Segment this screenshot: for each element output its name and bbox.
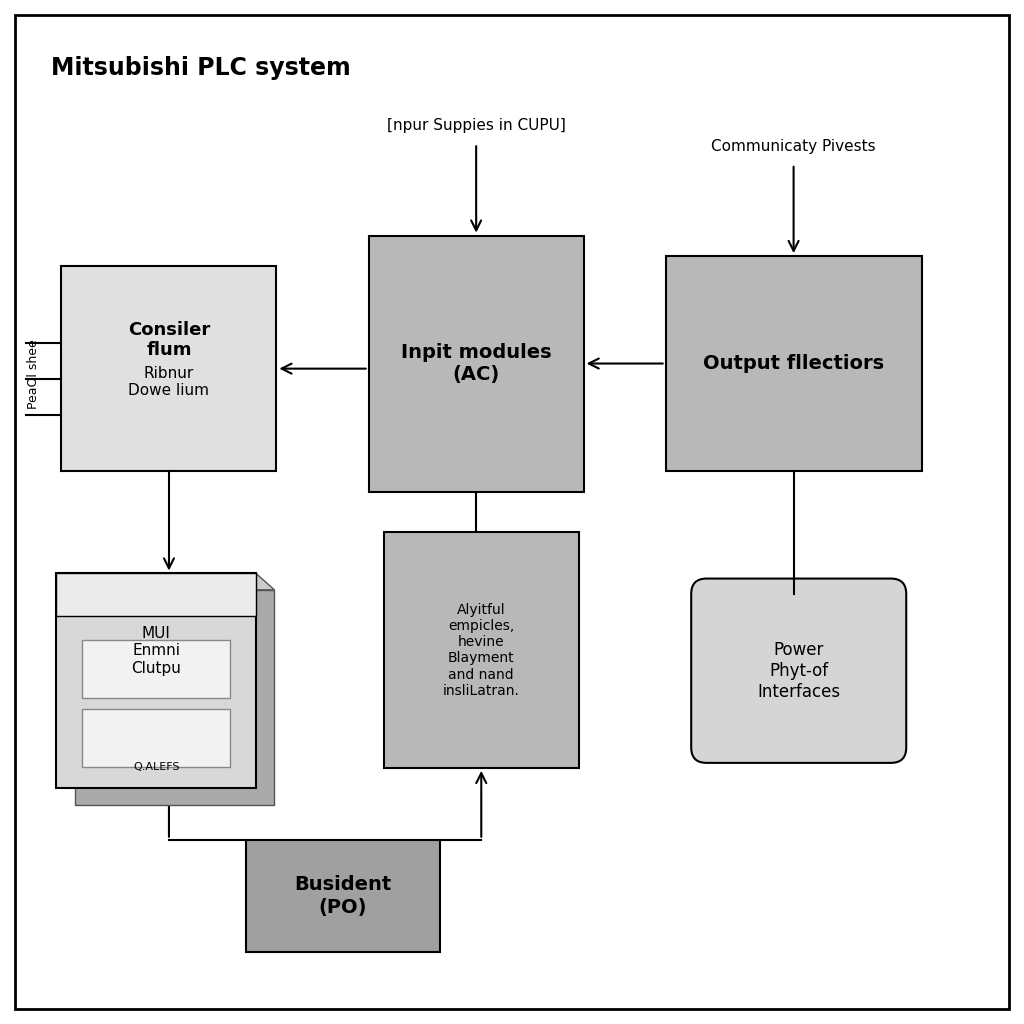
- Text: Inpit modules
(AC): Inpit modules (AC): [400, 343, 552, 384]
- FancyBboxPatch shape: [691, 579, 906, 763]
- FancyBboxPatch shape: [82, 709, 230, 767]
- Text: Consiler
flum: Consiler flum: [128, 321, 210, 359]
- Text: Mitsubishi PLC system: Mitsubishi PLC system: [51, 56, 351, 80]
- Text: [npur Suppies in CUPU]: [npur Suppies in CUPU]: [387, 118, 565, 133]
- Text: Alyitful
empicles,
hevine
Blayment
and nand
insliLatran.: Alyitful empicles, hevine Blayment and n…: [442, 603, 520, 697]
- Text: PeaOl shee: PeaOl shee: [28, 339, 40, 409]
- FancyBboxPatch shape: [369, 236, 584, 492]
- FancyBboxPatch shape: [82, 640, 230, 698]
- Text: MUI
Enmni
Clutpu: MUI Enmni Clutpu: [131, 626, 181, 676]
- FancyBboxPatch shape: [384, 532, 579, 768]
- FancyBboxPatch shape: [246, 840, 440, 952]
- FancyBboxPatch shape: [61, 266, 276, 471]
- Text: Q.ALEFS: Q.ALEFS: [133, 762, 179, 772]
- Text: Ribnur
Dowe lium: Ribnur Dowe lium: [128, 366, 210, 398]
- Polygon shape: [75, 590, 274, 805]
- FancyBboxPatch shape: [15, 15, 1009, 1009]
- FancyBboxPatch shape: [666, 256, 922, 471]
- Text: Busident
(PO): Busident (PO): [295, 876, 391, 916]
- Polygon shape: [56, 573, 274, 590]
- Text: Communicaty Pivests: Communicaty Pivests: [712, 138, 876, 154]
- FancyBboxPatch shape: [56, 573, 256, 616]
- Text: Output fllectiors: Output fllectiors: [703, 354, 884, 373]
- Text: Power
Phyt-of
Interfaces: Power Phyt-of Interfaces: [757, 641, 841, 700]
- FancyBboxPatch shape: [56, 573, 256, 788]
